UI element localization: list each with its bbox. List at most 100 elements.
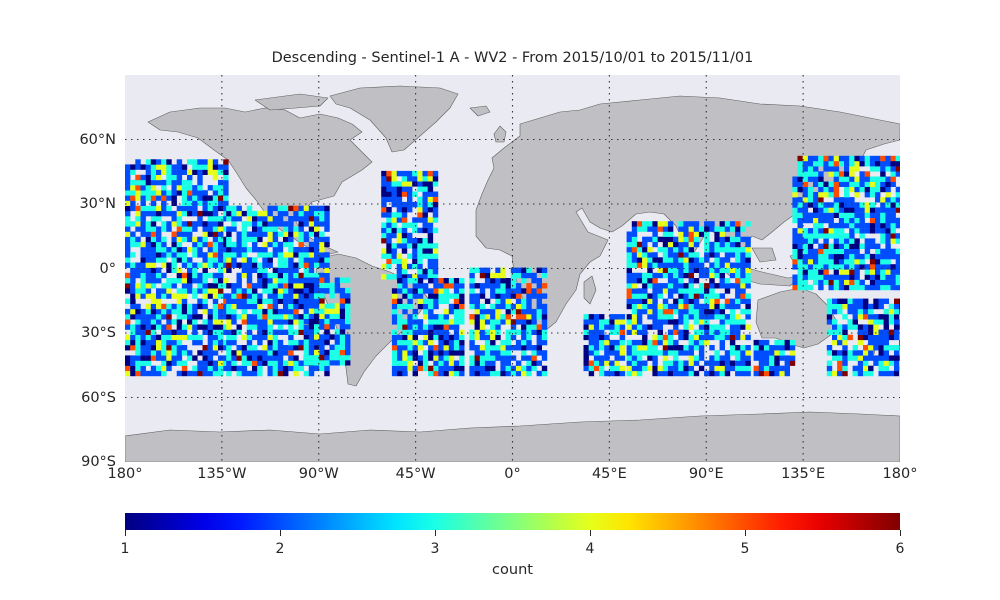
count-cell: [166, 179, 172, 186]
count-cell: [626, 339, 632, 346]
colorbar-tick: [279, 530, 281, 536]
count-cell: [257, 210, 263, 217]
count-cell: [698, 334, 705, 341]
count-cell: [257, 350, 263, 356]
count-cell: [241, 247, 248, 253]
count-cell: [774, 365, 780, 372]
count-cell: [500, 350, 506, 356]
count-cell: [252, 308, 258, 315]
count-cell: [636, 345, 643, 351]
count-cell: [176, 355, 183, 361]
count-cell: [329, 308, 335, 314]
count-cell: [187, 350, 193, 356]
count-cell: [854, 176, 860, 182]
count-cell: [631, 319, 638, 325]
count-cell: [709, 334, 715, 341]
count-cell: [145, 241, 152, 248]
count-cell: [724, 241, 731, 248]
count-cell: [181, 205, 188, 212]
count-cell: [187, 257, 193, 263]
count-cell: [459, 365, 465, 372]
count-cell: [735, 334, 741, 341]
count-cell: [688, 272, 694, 279]
count-cell: [428, 345, 434, 351]
count-cell: [469, 365, 475, 372]
count-cell: [883, 324, 889, 330]
count-cell: [484, 283, 491, 289]
count-cell: [833, 269, 840, 275]
count-cell: [740, 283, 746, 289]
count-cell: [381, 238, 387, 244]
count-cell: [226, 370, 232, 377]
count-cell: [427, 227, 434, 234]
count-cell: [531, 360, 537, 366]
count-cell: [386, 248, 392, 254]
count-cell: [693, 288, 700, 294]
count-cell: [833, 274, 840, 280]
count-cell: [417, 227, 423, 234]
count-cell: [391, 181, 397, 187]
count-cell: [401, 207, 408, 213]
count-cell: [844, 155, 850, 162]
count-cell: [252, 360, 258, 366]
count-cell: [402, 293, 408, 299]
count-cell: [619, 345, 626, 351]
count-cell: [166, 262, 172, 268]
count-cell: [212, 200, 219, 206]
count-cell: [469, 303, 475, 310]
count-cell: [599, 370, 605, 377]
count-cell: [166, 169, 172, 175]
count-cell: [125, 241, 131, 248]
count-cell: [880, 274, 886, 280]
count-cell: [391, 345, 398, 351]
count-cell: [397, 360, 403, 366]
count-cell: [763, 370, 770, 377]
count-cell: [207, 262, 214, 268]
count-cell: [202, 350, 208, 356]
count-cell: [246, 298, 253, 304]
count-cell: [407, 170, 413, 177]
count-cell: [673, 241, 679, 248]
count-cell: [885, 243, 891, 249]
count-cell: [842, 298, 848, 304]
count-cell: [401, 268, 408, 275]
count-cell: [402, 350, 408, 356]
count-cell: [688, 288, 694, 294]
count-cell: [192, 324, 198, 330]
count-cell: [329, 360, 335, 366]
count-cell: [314, 313, 320, 319]
count-cell: [438, 334, 444, 341]
count-cell: [826, 365, 833, 372]
count-cell: [218, 226, 224, 232]
count-cell: [688, 365, 694, 372]
count-cell: [719, 370, 725, 377]
count-cell: [391, 196, 397, 203]
count-cell: [838, 279, 845, 286]
count-cell: [474, 324, 480, 330]
count-cell: [407, 329, 413, 335]
count-cell: [140, 200, 146, 206]
count-cell: [428, 278, 434, 284]
count-cell: [161, 360, 167, 366]
count-cell: [818, 155, 824, 162]
count-cell: [432, 263, 439, 270]
count-cell: [662, 272, 669, 279]
count-cell: [192, 288, 198, 294]
count-cell: [218, 319, 224, 325]
count-cell: [869, 161, 876, 167]
count-cell: [709, 221, 715, 227]
count-cell: [130, 314, 136, 320]
count-cell: [869, 202, 876, 208]
count-cell: [277, 345, 284, 351]
count-cell: [130, 195, 136, 201]
count-cell: [391, 293, 398, 299]
count-cell: [246, 360, 253, 366]
count-cell: [130, 236, 136, 243]
count-cell: [735, 355, 741, 361]
count-cell: [526, 355, 532, 361]
count-cell: [593, 329, 600, 335]
count-cell: [303, 287, 310, 294]
count-cell: [657, 339, 663, 346]
count-cell: [267, 334, 273, 341]
count-cell: [683, 236, 689, 243]
